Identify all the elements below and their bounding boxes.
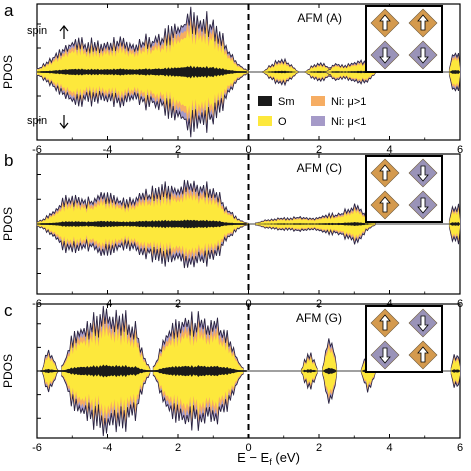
sm-area [301,369,318,373]
spin-down-arrow-icon [417,165,429,182]
panel-b: -6-420246bPDOSAFM (C) [1,151,463,310]
sm-area [449,222,460,226]
spin-down-arrow-head [59,122,69,129]
legend-label: Sm [278,96,295,108]
spin-down-arrow-icon [379,47,391,64]
legend-label: Ni: μ<1 [331,116,366,128]
x-tick-label: -4 [103,144,113,156]
spin-inset [365,305,443,373]
x-tick-label: -6 [32,442,42,454]
legend-swatch [311,116,325,126]
sm-area [326,70,376,74]
spin-up-arrow-icon [417,346,429,363]
x-tick-label: 0 [245,144,251,156]
x-tick-label: 0 [245,442,251,454]
panel-label: a [4,1,14,20]
spin-down-arrow-icon [379,347,391,364]
panel-a: -6 -4 2 0 2 4 6 a PDOS AFM (A) spin spin Sm Ni: μ>1 O N… [1,1,463,156]
spin-down-label: spin [27,115,47,127]
spin-up-arrow-icon [379,314,391,331]
sm-area [262,70,298,74]
panel-title: AFM (A) [297,11,342,25]
x-tick-label: 4 [386,144,392,156]
x-tick-label: 4 [386,442,392,454]
x-tick-label: 2 [316,442,322,454]
legend-label: O [278,116,287,128]
spin-inset [365,155,443,223]
panel-label: b [4,151,13,170]
x-axis-label: E − Ef (eV) [237,450,300,467]
legend-label: Ni: μ>1 [331,96,366,108]
sm-area [255,222,376,226]
x-tick-label: -6 [32,144,42,156]
spin-up-arrow-icon [417,14,429,31]
y-axis-label: PDOS [1,354,15,388]
spin-up-arrow-icon [379,14,391,31]
panel-title: AFM (G) [296,311,342,325]
spin-up-arrow-icon [379,164,391,181]
x-tick-label: -4 [103,442,113,454]
x-tick-label: 6 [457,144,463,156]
x-tick-label: 2 [175,144,181,156]
spin-up-label: spin [27,25,47,37]
sm-area [322,367,337,375]
sm-area [449,70,460,74]
legend-swatch [258,116,272,126]
x-tick-label: 6 [457,442,463,454]
x-tick-label: 2 [175,442,181,454]
x-tick-label: 2 [316,144,322,156]
spin-up-arrow-icon [379,196,391,213]
y-axis-label: PDOS [1,207,15,241]
panel-label: c [4,301,13,320]
spin-up-arrow-head [59,25,69,32]
legend-swatch [311,96,325,106]
legend-swatch [258,96,272,106]
panel-title: AFM (C) [297,161,342,175]
spin-inset [365,5,443,73]
spin-down-arrow-icon [417,47,429,64]
y-axis-label: PDOS [1,55,15,89]
spin-down-arrow-icon [417,315,429,332]
sm-area [451,369,460,373]
sm-area [304,71,337,73]
spin-down-arrow-icon [417,197,429,214]
panel-c: -6 -4 2 0 2 4 6 c PDOS AFM (G) E − Ef (eV) [1,301,463,467]
